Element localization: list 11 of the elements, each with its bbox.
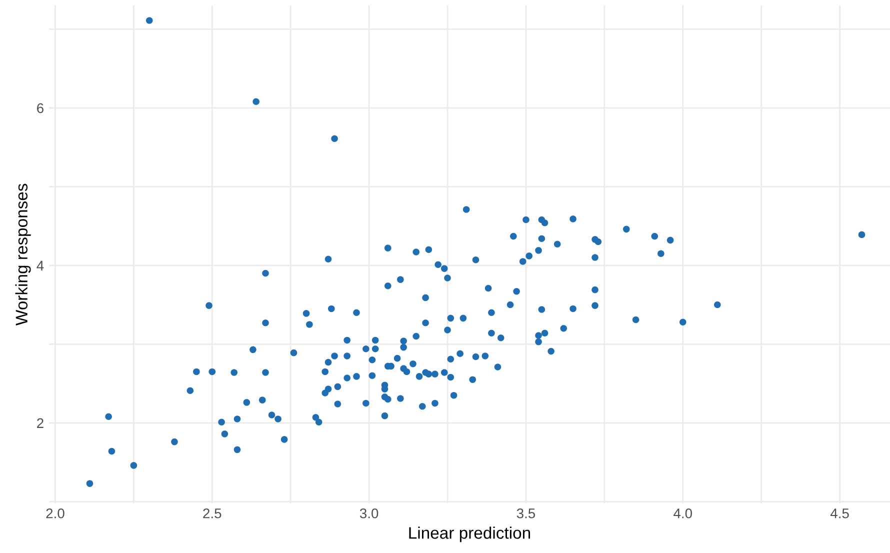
x-axis-title: Linear prediction — [409, 526, 530, 542]
x-tick-label: 4.5 — [830, 508, 849, 518]
y-tick-label: 6 — [37, 103, 44, 114]
y-tick-label: 4 — [36, 260, 44, 270]
y-tick-label: 2 — [37, 418, 44, 428]
x-tick-label: 2.0 — [46, 508, 64, 518]
x-tick-label: 2.5 — [203, 508, 222, 518]
x-tick-label: 3.5 — [516, 508, 536, 518]
x-tick-label: 4.0 — [674, 508, 692, 518]
y-axis-title: Working responses — [15, 184, 31, 326]
x-tick-label: 3.0 — [360, 508, 378, 518]
